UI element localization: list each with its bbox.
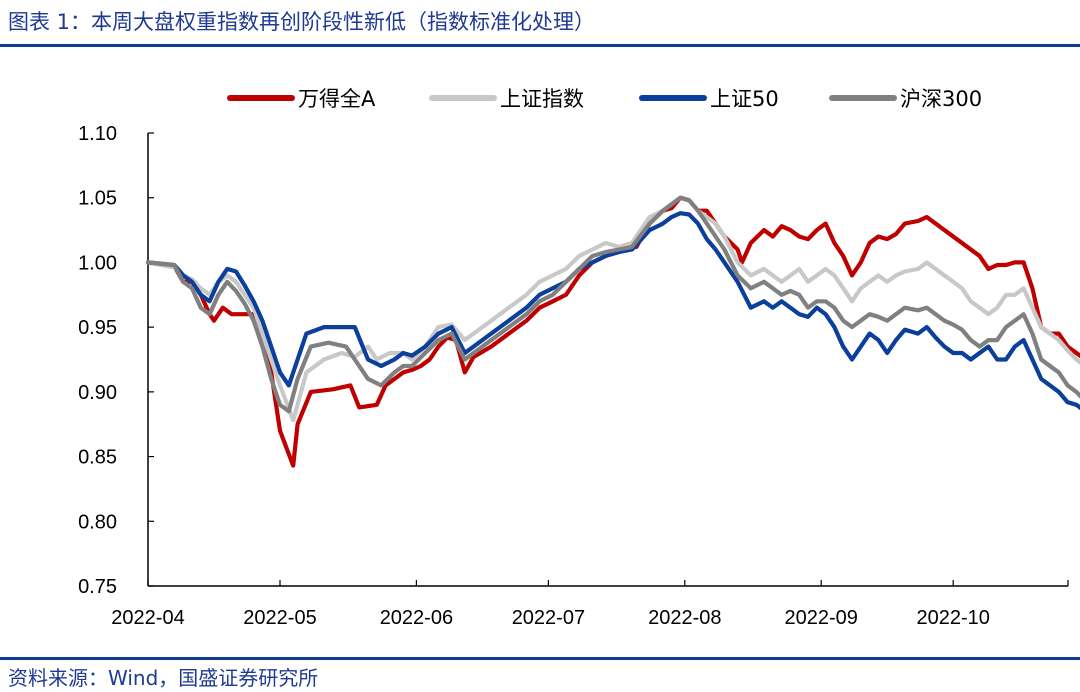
header-rule bbox=[0, 44, 1080, 47]
x-axis: 2022-04 2022-05 2022-06 2022-07 2022-08 2022-… bbox=[111, 580, 1069, 629]
chart-legend: 万得全A 上证指数 上证50 沪深300 bbox=[227, 87, 982, 111]
y-tick-label: 0.95 bbox=[78, 317, 117, 339]
series-lines bbox=[145, 195, 1080, 468]
x-tick-label: 2022-07 bbox=[512, 607, 585, 629]
x-tick-label: 2022-10 bbox=[916, 607, 989, 629]
y-tick-label: 0.85 bbox=[78, 447, 117, 469]
y-tick-label: 1.00 bbox=[78, 252, 117, 274]
x-tick-label: 2022-05 bbox=[243, 607, 316, 629]
x-tick-label: 2022-08 bbox=[648, 607, 721, 629]
y-tick-label: 0.75 bbox=[78, 576, 117, 598]
y-axis: 1.10 1.05 1.00 0.95 0.90 0.85 0.80 0.75 bbox=[78, 123, 154, 598]
footer-rule bbox=[0, 657, 1080, 660]
y-tick-label: 1.10 bbox=[78, 123, 117, 145]
y-tick-label: 0.80 bbox=[78, 511, 117, 533]
line-chart: 万得全A 上证指数 上证50 沪深300 1.10 1.05 1.00 0.95 0.90 0.… bbox=[78, 87, 1080, 629]
series-line-1 bbox=[145, 195, 1080, 468]
series-line-4 bbox=[145, 195, 1080, 414]
legend-label-1: 万得全A bbox=[298, 87, 376, 111]
y-tick-label: 0.90 bbox=[78, 382, 117, 404]
x-tick-label: 2022-06 bbox=[380, 607, 453, 629]
x-tick-label: 2022-04 bbox=[111, 607, 184, 629]
legend-label-2: 上证指数 bbox=[500, 87, 584, 111]
chart-title: 图表 1：本周大盘权重指数再创阶段性新低（指数标准化处理） bbox=[8, 10, 596, 34]
series-line-3 bbox=[145, 211, 1080, 411]
legend-label-4: 沪深300 bbox=[900, 87, 982, 111]
x-tick-label: 2022-09 bbox=[784, 607, 857, 629]
series-line-2 bbox=[145, 195, 1080, 423]
legend-label-3: 上证50 bbox=[710, 87, 779, 111]
y-tick-label: 1.05 bbox=[78, 188, 117, 210]
source-note: 资料来源：Wind，国盛证券研究所 bbox=[8, 666, 319, 690]
